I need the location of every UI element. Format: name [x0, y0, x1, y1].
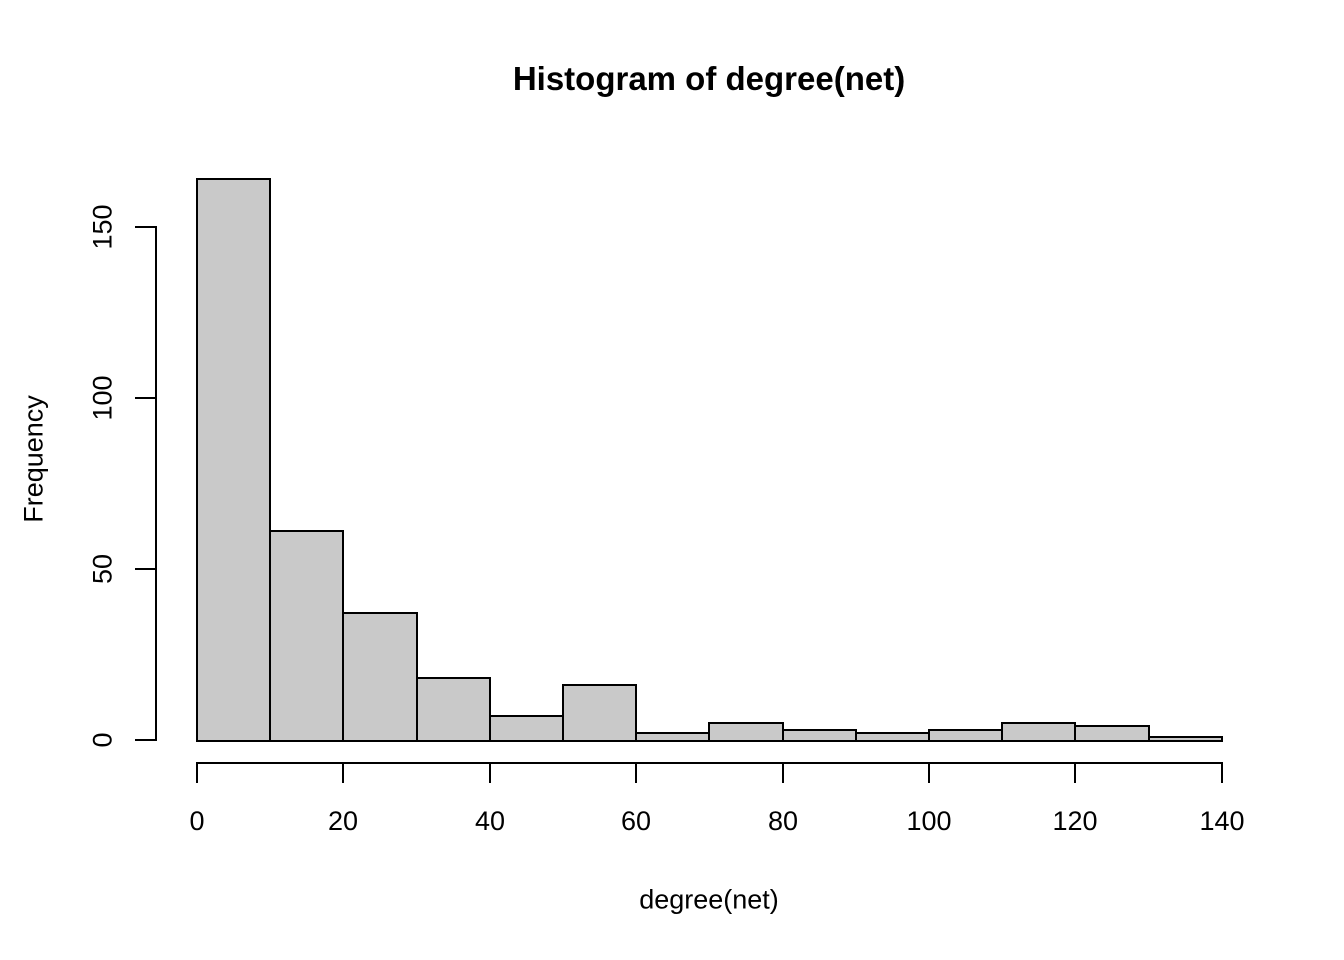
x-tick-label: 140	[1199, 806, 1245, 836]
histogram-bar	[855, 732, 930, 742]
y-tick-mark	[135, 226, 155, 228]
histogram-bar	[708, 722, 784, 742]
y-tick-label: 100	[87, 375, 118, 421]
x-tick-mark	[1074, 762, 1076, 783]
histogram-bar	[562, 684, 637, 742]
histogram-bar	[489, 715, 564, 742]
y-tick-label: 50	[87, 553, 118, 585]
histogram-bar	[782, 729, 857, 742]
x-tick-label: 80	[767, 806, 799, 836]
x-tick-mark	[635, 762, 637, 783]
histogram-bar	[928, 729, 1003, 742]
y-tick-mark	[135, 568, 155, 570]
histogram-bar	[1148, 736, 1223, 742]
histogram-bar	[342, 612, 418, 742]
x-tick-label: 0	[189, 806, 205, 836]
x-tick-mark	[1221, 762, 1223, 783]
x-tick-mark	[928, 762, 930, 783]
y-axis-label: Frequency	[18, 395, 49, 523]
histogram-bar	[269, 530, 344, 742]
x-tick-mark	[489, 762, 491, 783]
y-tick-mark	[135, 397, 155, 399]
x-tick-label: 20	[327, 806, 359, 836]
chart-title: Histogram of degree(net)	[512, 60, 906, 97]
x-tick-mark	[342, 762, 344, 783]
y-tick-label: 0	[87, 732, 118, 748]
histogram-bar	[635, 732, 710, 742]
x-tick-label: 60	[620, 806, 652, 836]
x-tick-mark	[196, 762, 198, 783]
y-tick-mark	[135, 739, 155, 741]
x-tick-label: 100	[906, 806, 952, 836]
y-axis-line	[155, 226, 157, 741]
x-axis-line	[196, 762, 1223, 764]
histogram-bar	[1001, 722, 1076, 742]
x-tick-mark	[782, 762, 784, 783]
x-axis-label: degree(net)	[639, 884, 779, 915]
y-tick-label: 150	[87, 204, 118, 250]
histogram-bar	[1074, 725, 1150, 742]
x-tick-label: 120	[1052, 806, 1098, 836]
histogram-bar	[416, 677, 491, 742]
histogram-bar	[196, 178, 271, 742]
x-tick-label: 40	[474, 806, 506, 836]
